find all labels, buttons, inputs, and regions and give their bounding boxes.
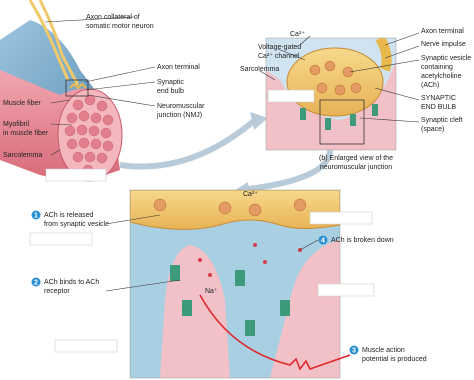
- step-badge: [349, 345, 359, 355]
- panel-c-art: [130, 190, 340, 378]
- label-line: Neuromuscular: [157, 103, 205, 110]
- leader-line: [105, 214, 161, 225]
- label-line: potential is produced: [362, 356, 427, 363]
- blank-label: [54, 339, 118, 353]
- step-badge: [31, 277, 41, 287]
- leader-line: [50, 149, 61, 156]
- label-line: Synaptic vesicle: [421, 55, 471, 62]
- label-line: Synaptic: [157, 79, 184, 86]
- blank-label: [317, 283, 375, 297]
- leader-line: [44, 16, 135, 23]
- ion-label: Na⁺: [205, 288, 218, 295]
- leader-line: [384, 32, 420, 46]
- ion-label: Ca²⁺: [243, 191, 258, 198]
- step-badge: [31, 210, 41, 220]
- label-line: junction (NMJ): [156, 112, 202, 119]
- label-line: neuromuscular junction: [320, 164, 392, 171]
- label-line: (space): [421, 126, 444, 133]
- panel-a-art: [0, 0, 268, 182]
- label-line: Sarcolemma: [3, 152, 42, 159]
- label-line: Axon terminal: [157, 64, 200, 71]
- label-line: in muscle fiber: [3, 130, 49, 137]
- label-line: (b) Enlarged view of the: [319, 155, 393, 162]
- label-line: Voltage-gated: [258, 44, 301, 51]
- label-line: end bulb: [157, 88, 184, 95]
- label-line: Nerve impulse: [421, 41, 466, 48]
- label-line: Synaptic cleft: [421, 117, 463, 124]
- step-number: 4: [321, 237, 325, 244]
- leader-line: [359, 117, 420, 123]
- leader-line: [299, 35, 311, 46]
- label-line: from synaptic vesicle: [44, 221, 109, 228]
- label-line: SYNAPTIC: [421, 95, 456, 102]
- leader-line: [105, 279, 181, 292]
- blank-label: [45, 168, 107, 182]
- label-line: Sarcolemma: [240, 66, 279, 73]
- label-line: somatic motor neuron: [86, 23, 154, 30]
- label-line: Ca²⁺: [290, 31, 305, 38]
- label-line: Muscle action: [362, 347, 405, 354]
- leader-line: [259, 70, 276, 81]
- leader-line: [85, 81, 156, 91]
- label-line: (ACh): [421, 82, 439, 89]
- step-number: 3: [352, 347, 356, 354]
- leader-line: [374, 87, 420, 101]
- leader-line: [299, 239, 319, 251]
- blank-label: [267, 89, 315, 103]
- blank-label: [309, 211, 373, 225]
- leader-line: [384, 45, 420, 59]
- leader-line: [87, 94, 156, 107]
- leader-line: [50, 99, 71, 104]
- leader-line: [84, 66, 156, 83]
- step-badge: [318, 235, 328, 245]
- label-line: END BULB: [421, 104, 456, 111]
- leader-line: [50, 123, 73, 126]
- label-line: acetylcholine: [421, 73, 462, 80]
- label-line: ACh is released: [44, 212, 94, 219]
- label-line: containing: [421, 64, 453, 71]
- blank-label: [29, 232, 93, 246]
- label-line: Ca²⁺ channel: [258, 53, 300, 60]
- step-number: 1: [34, 212, 38, 219]
- label-line: Axon terminal: [421, 28, 464, 35]
- label-line: ACh is broken down: [331, 237, 394, 244]
- leader-line: [349, 59, 420, 73]
- step-number: 2: [34, 279, 38, 286]
- leader-line: [277, 48, 306, 61]
- label-line: Axon collateral of: [86, 14, 140, 21]
- label-line: receptor: [44, 288, 70, 295]
- label-line: ACh binds to ACh: [44, 279, 99, 286]
- label-line: Muscle fiber: [3, 100, 41, 107]
- label-line: Myofibril: [3, 121, 30, 128]
